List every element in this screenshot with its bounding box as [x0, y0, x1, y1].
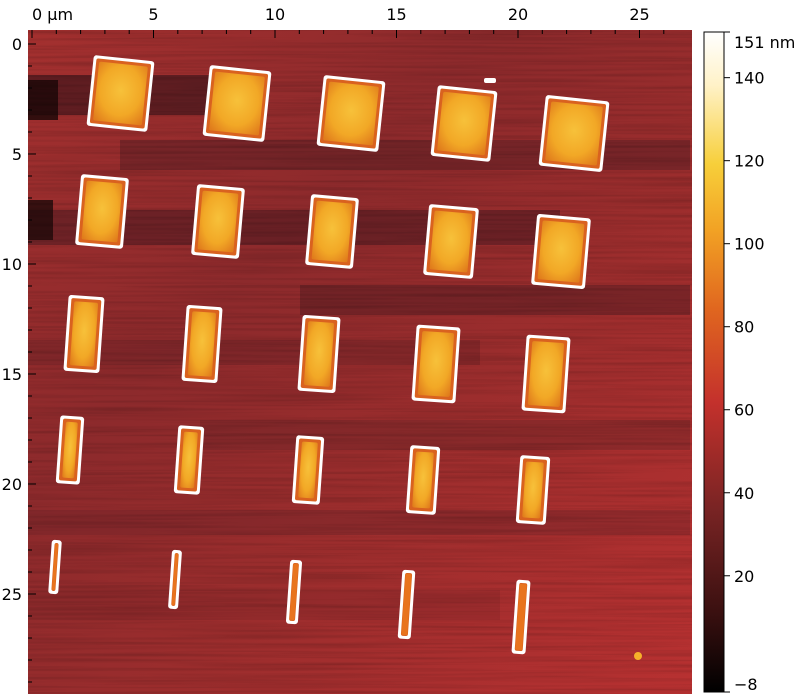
pad-feature: [405, 445, 441, 515]
x-tick-label: 15: [386, 5, 406, 24]
pad-feature: [538, 95, 610, 172]
pad-feature: [297, 314, 341, 394]
pad-array: [48, 55, 610, 655]
colorbar-tick-label: 80: [734, 318, 754, 337]
pad-feature: [515, 455, 551, 525]
pad-feature: [55, 415, 85, 485]
colorbar-tick-label: 120: [734, 152, 765, 171]
pad-feature: [423, 204, 479, 279]
colorbar-tick-label: 151 nm: [734, 33, 795, 52]
pad-feature: [181, 305, 223, 383]
colorbar-tick-label: −8: [734, 675, 758, 694]
pad-feature: [397, 569, 416, 640]
colorbar-tick-label: 140: [734, 69, 765, 88]
debris-spot: [484, 78, 496, 83]
pad-feature: [316, 75, 386, 152]
pad-feature: [521, 334, 571, 414]
colorbar-tick-label: 40: [734, 484, 754, 503]
y-tick-label: 15: [2, 365, 22, 384]
colorbar-ticks: 151 nm 140 120 100 80 60 40 20 −8: [724, 31, 795, 694]
pad-feature: [202, 65, 272, 142]
pad-feature: [285, 559, 303, 625]
x-tick-label: 5: [148, 5, 158, 24]
x-axis-ticks: 0 µm 5 10 15 20 25: [31, 5, 665, 38]
scan-area: [28, 30, 692, 694]
colorbar-tick-label: 20: [734, 567, 754, 586]
colorbar-tick-label: 60: [734, 401, 754, 420]
pad-feature: [63, 295, 105, 373]
y-tick-label: 25: [2, 585, 22, 604]
pad-feature: [511, 579, 531, 655]
pad-feature: [411, 324, 461, 404]
pad-feature: [191, 184, 245, 259]
colorbar-tick-label: 100: [734, 235, 765, 254]
y-tick-label: 20: [2, 475, 22, 494]
pad-feature: [305, 194, 359, 269]
pad-feature: [48, 539, 62, 595]
y-axis-ticks: 0 5 10 15 20 25: [2, 35, 36, 683]
x-tick-label: 0 µm: [32, 5, 73, 24]
y-tick-label: 10: [2, 255, 22, 274]
pad-feature: [531, 214, 591, 289]
y-tick-label: 5: [12, 145, 22, 164]
pad-feature: [173, 425, 205, 495]
x-tick-label: 10: [265, 5, 285, 24]
y-tick-label: 0: [12, 35, 22, 54]
colorbar: 151 nm 140 120 100 80 60 40 20 −8: [703, 31, 795, 694]
debris-spot: [634, 652, 642, 660]
pad-feature: [75, 174, 129, 249]
x-tick-label: 20: [508, 5, 528, 24]
x-tick-label: 25: [629, 5, 649, 24]
pad-feature: [430, 85, 498, 162]
pad-feature: [291, 435, 325, 505]
pad-feature: [168, 549, 182, 610]
pad-feature: [86, 55, 155, 132]
